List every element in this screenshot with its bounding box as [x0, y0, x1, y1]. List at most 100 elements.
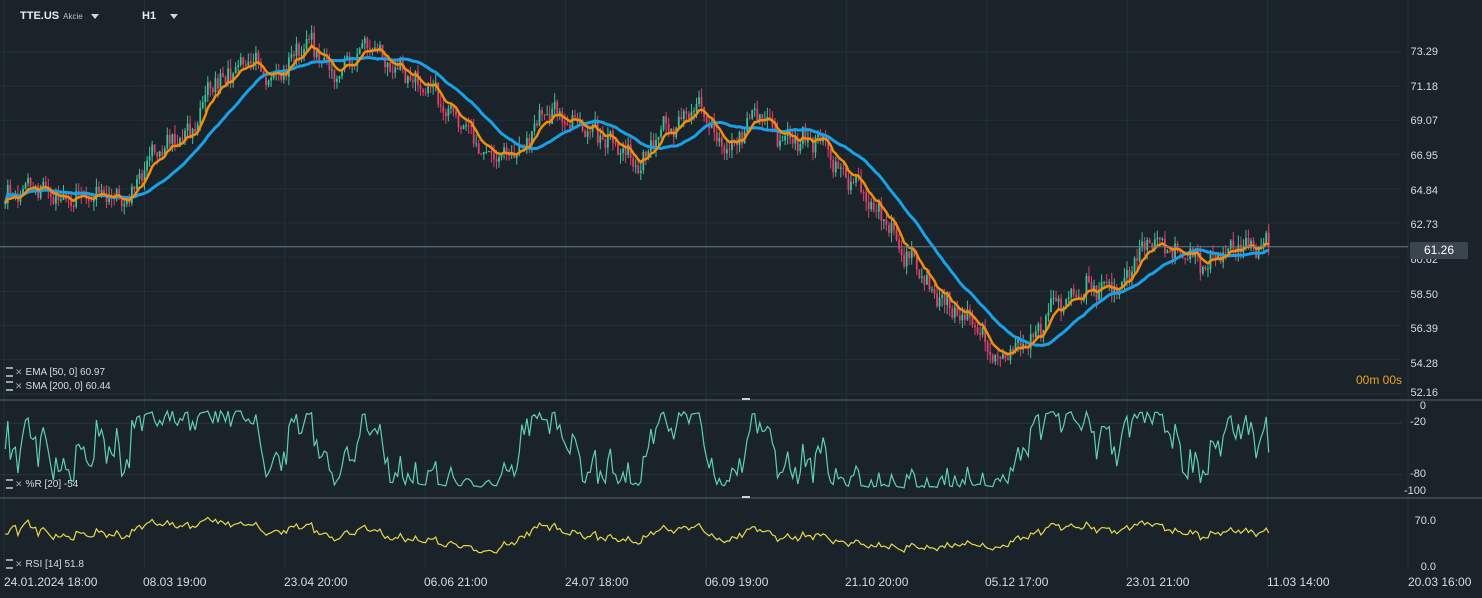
candle-body — [936, 293, 938, 307]
symbol-label: TTE.US — [20, 10, 60, 22]
candle-body — [931, 289, 933, 291]
candle-body — [24, 183, 27, 189]
chevron-down-icon[interactable] — [90, 13, 99, 19]
candle-body — [406, 76, 409, 84]
candle-body — [330, 69, 333, 71]
close-icon[interactable]: ✕ — [15, 479, 23, 489]
candle-body — [1267, 232, 1270, 247]
candle-body — [1196, 249, 1199, 253]
candle-body — [92, 199, 95, 202]
candle-body — [252, 62, 255, 64]
settings-icon[interactable] — [6, 381, 13, 392]
candle-body — [32, 185, 35, 187]
candle-body — [363, 38, 366, 44]
candle-body — [457, 114, 460, 128]
candle-body — [1034, 331, 1037, 337]
candle-body — [29, 177, 32, 186]
candle-body — [1037, 323, 1040, 332]
candle-body — [1265, 232, 1268, 243]
candle-body — [528, 137, 531, 145]
candle-body — [234, 67, 237, 74]
candle-body — [847, 177, 850, 191]
candle-body — [553, 101, 556, 110]
candle-body — [318, 50, 321, 63]
candle-body — [1085, 275, 1088, 296]
settings-icon[interactable] — [6, 559, 13, 570]
wr-legend-text: %R [20] -54 — [25, 479, 79, 490]
candle-body — [781, 140, 784, 142]
candle-body — [946, 292, 949, 305]
candle-body — [976, 327, 979, 333]
candle-body — [601, 135, 604, 140]
candle-body — [1229, 240, 1232, 249]
candle-body — [926, 274, 928, 285]
candle-body — [391, 71, 394, 73]
candle-body — [971, 316, 974, 326]
price-tick: 62.73 — [1410, 219, 1438, 231]
close-icon[interactable]: ✕ — [15, 559, 23, 569]
symbol-selector[interactable]: TTE.US Akcie — [20, 10, 99, 22]
candle-body — [619, 152, 622, 155]
candle-body — [867, 201, 870, 210]
candle-body — [1227, 248, 1230, 253]
candle-body — [136, 179, 138, 190]
candle-body — [270, 77, 273, 81]
time-tick: 05.12 17:00 — [985, 575, 1049, 589]
timeframe-selector[interactable]: H1 — [142, 10, 179, 22]
candle-body — [606, 135, 609, 148]
candle-body — [1045, 316, 1047, 331]
candle-body — [191, 128, 194, 139]
candle-body — [368, 48, 371, 52]
candle-body — [424, 92, 427, 94]
candle-body — [991, 355, 994, 362]
candle-body — [333, 69, 336, 82]
candle-body — [543, 114, 546, 116]
rsi-legend[interactable]: ✕ RSI [14] 51.8 — [6, 559, 84, 570]
candle-body — [485, 151, 488, 153]
candle-body — [882, 219, 885, 221]
candle-body — [875, 210, 878, 212]
wr-legend[interactable]: ✕ %R [20] -54 — [6, 479, 78, 490]
candle-body — [1217, 254, 1219, 259]
candle-body — [229, 68, 232, 84]
candle-body — [667, 123, 670, 131]
candle-body — [113, 198, 116, 200]
settings-icon[interactable] — [6, 479, 13, 490]
candle-body — [95, 186, 98, 200]
candle-body — [644, 151, 647, 157]
candle-body — [751, 109, 754, 119]
candle-body — [412, 80, 414, 83]
candle-body — [817, 133, 819, 138]
candle-body — [204, 95, 207, 103]
candle-body — [1186, 258, 1189, 260]
candle-body — [49, 191, 52, 198]
candle-body — [290, 54, 293, 58]
settings-icon[interactable] — [6, 367, 13, 378]
candle-body — [90, 200, 93, 202]
candle-body — [1115, 287, 1118, 296]
candle-body — [796, 137, 799, 152]
close-icon[interactable]: ✕ — [15, 381, 23, 391]
candle-body — [120, 195, 123, 207]
ema-legend[interactable]: ✕ EMA [50, 0] 60.97 — [6, 367, 105, 378]
candle-body — [541, 109, 543, 115]
candle-body — [217, 78, 219, 89]
close-icon[interactable]: ✕ — [15, 367, 23, 377]
candle-body — [100, 189, 103, 193]
candle-body — [862, 191, 865, 193]
chevron-down-icon[interactable] — [170, 13, 179, 19]
candle-body — [224, 76, 227, 84]
sma-legend[interactable]: ✕ SMA [200, 0] 60.44 — [6, 381, 111, 392]
candle-body — [531, 131, 533, 145]
candle-body — [695, 103, 698, 112]
candle-body — [161, 151, 164, 156]
candle-body — [596, 119, 599, 143]
sma-legend-text: SMA [200, 0] 60.44 — [25, 381, 111, 392]
price-tick: 58.50 — [1410, 289, 1438, 301]
candle-body — [895, 229, 898, 240]
candle-body — [427, 83, 430, 94]
candle-body — [201, 102, 204, 108]
candle-body — [123, 204, 126, 207]
